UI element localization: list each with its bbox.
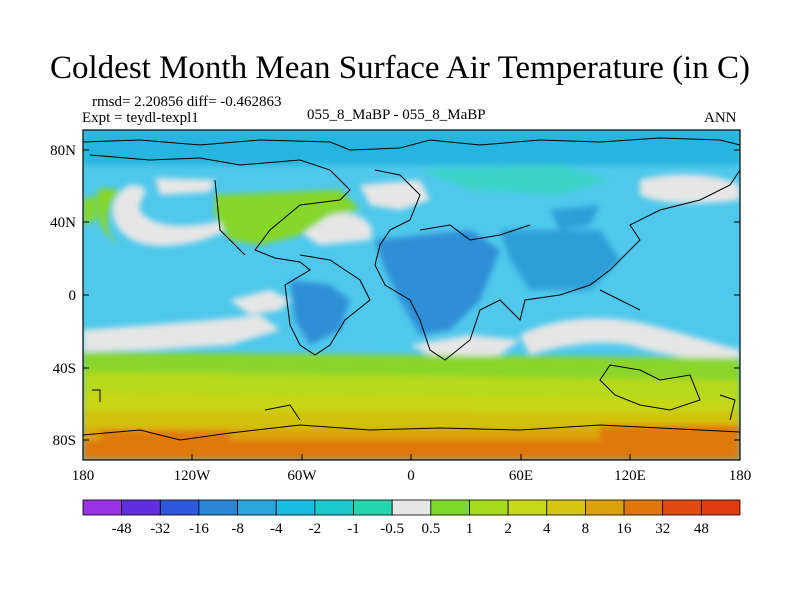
colorbar-label: 4 — [543, 521, 551, 537]
colorbar-swatch — [546, 499, 586, 516]
lat-label: 80N — [50, 143, 76, 159]
colorbar-swatch — [623, 499, 664, 516]
colorbar-label: 32 — [655, 521, 670, 537]
colorbar-swatch — [585, 499, 625, 516]
colorbar-label: -2 — [309, 521, 322, 537]
colorbar-swatch — [314, 499, 354, 516]
colorbar-swatch — [469, 499, 509, 516]
colorbar-swatch — [82, 499, 123, 516]
colorbar-swatch — [353, 499, 393, 516]
lon-label: 120E — [614, 468, 646, 484]
lon-label: 180 — [729, 468, 752, 484]
colorbar-label: -4 — [270, 521, 283, 537]
map-title: Coldest Month Mean Surface Air Temperatu… — [50, 50, 750, 86]
colorbar-swatch — [662, 499, 702, 516]
lon-label: 180 — [72, 468, 95, 484]
colorbar-label: -1 — [347, 521, 360, 537]
colorbar-swatch — [159, 499, 200, 516]
lat-label: 40S — [53, 361, 76, 377]
colorbar-label: 48 — [694, 521, 709, 537]
colorbar-swatch — [507, 499, 548, 516]
center-label: 055_8_MaBP - 055_8_MaBP — [307, 107, 486, 123]
lat-label: 0 — [69, 288, 77, 304]
colorbar-label: -48 — [112, 521, 132, 537]
colorbar-label: 0.5 — [421, 521, 440, 537]
colorbar-swatch — [700, 499, 741, 516]
lon-label: 60W — [287, 468, 317, 484]
lon-label: 0 — [407, 468, 415, 484]
colorbar-label: -0.5 — [380, 521, 404, 537]
colorbar-label: -16 — [189, 521, 209, 537]
colorbar-label: 2 — [504, 521, 512, 537]
coastlines — [83, 137, 740, 441]
colorbar-label: 8 — [582, 521, 590, 537]
colorbar-swatch — [275, 499, 316, 516]
colorbar-label: 16 — [617, 521, 633, 537]
colorbar-swatch — [198, 499, 238, 516]
temperature-field — [83, 130, 740, 460]
colorbar-swatch — [391, 499, 432, 516]
colorbar: -48 -32 -16 -8 -4 -2 -1 -0.5 0.5 1 2 4 8 16 32 48 — [82, 499, 741, 537]
colorbar-label: 1 — [466, 521, 474, 537]
experiment-label: Expt = teydl-texpl1 — [82, 110, 199, 126]
colorbar-swatch — [121, 499, 161, 516]
lon-label: 60E — [509, 468, 533, 484]
lat-label: 40N — [50, 215, 76, 231]
stats-label: rmsd= 2.20856 diff= -0.462863 — [92, 94, 282, 110]
lat-label: 80S — [53, 433, 76, 449]
colorbar-label: -32 — [150, 521, 170, 537]
colorbar-label: -8 — [231, 521, 244, 537]
lon-label: 120W — [174, 468, 212, 484]
colorbar-swatch — [430, 499, 470, 516]
colorbar-swatch — [237, 499, 277, 516]
season-label: ANN — [704, 110, 737, 126]
